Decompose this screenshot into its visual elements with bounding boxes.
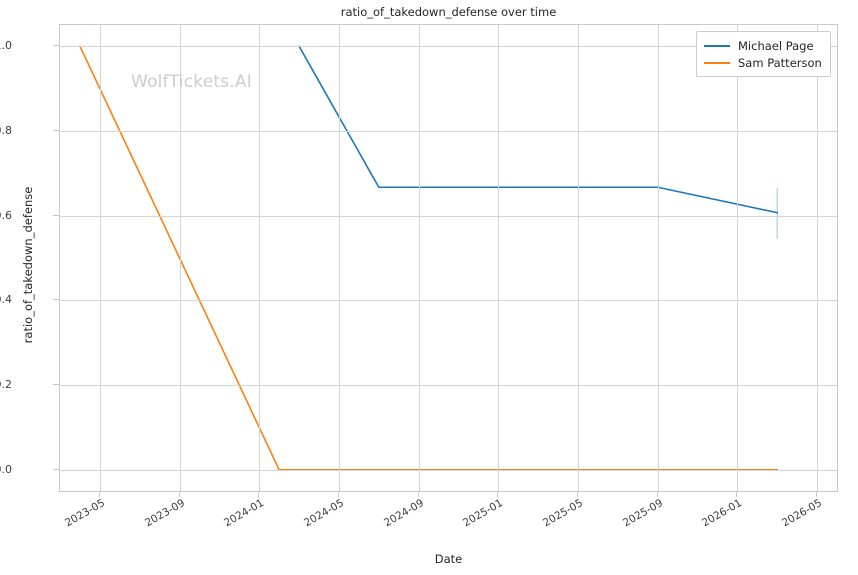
y-tick-mark — [53, 299, 59, 301]
x-tick-label: 2026-01 — [700, 497, 745, 530]
x-tick-mark — [577, 492, 578, 497]
legend-swatch-sam-patterson — [704, 61, 730, 64]
y-tick-label: 0.0 — [0, 462, 12, 476]
gridline-vertical — [180, 25, 181, 491]
gridline-horizontal — [60, 385, 837, 386]
gridline-vertical — [100, 25, 101, 491]
x-tick-mark — [338, 492, 339, 497]
x-tick-label: 2024-01 — [222, 497, 267, 530]
x-tick-mark — [816, 492, 817, 497]
x-tick-label: 2024-09 — [381, 497, 426, 530]
gridline-horizontal — [60, 131, 837, 132]
y-tick-mark — [53, 468, 59, 470]
x-tick-mark — [179, 492, 180, 497]
x-tick-label: 2023-05 — [62, 497, 107, 530]
x-tick-label: 2025-05 — [541, 497, 585, 530]
y-tick-mark — [53, 45, 59, 47]
y-tick-label: 0.6 — [0, 208, 12, 222]
gridline-vertical — [259, 25, 260, 491]
y-tick-mark — [53, 384, 59, 386]
y-tick-label: 1.0 — [0, 39, 12, 53]
gridline-vertical — [817, 25, 818, 491]
x-tick-label: 2023-09 — [142, 497, 187, 530]
x-tick-mark — [497, 492, 498, 497]
x-tick-label: 2024-05 — [301, 497, 346, 530]
y-tick-label: 0.8 — [0, 123, 12, 137]
legend-label-michael-page: Michael Page — [738, 38, 814, 53]
gridline-horizontal — [60, 46, 837, 47]
y-tick-label: 0.2 — [0, 378, 12, 392]
legend-label-sam-patterson: Sam Patterson — [738, 55, 822, 70]
chart-title: ratio_of_takedown_defense over time — [340, 5, 557, 19]
x-tick-label: 2025-01 — [461, 497, 506, 530]
x-tick-mark — [99, 492, 100, 497]
gridline-vertical — [658, 25, 659, 491]
y-tick-mark — [53, 214, 59, 216]
gridline-vertical — [419, 25, 420, 491]
gridline-vertical — [578, 25, 579, 491]
chart-legend[interactable]: Michael Page Sam Patterson — [696, 31, 831, 77]
y-axis-label: ratio_of_takedown_defense — [21, 186, 35, 344]
gridline-horizontal — [60, 216, 837, 217]
x-tick-label: 2026-05 — [780, 497, 825, 530]
legend-swatch-michael-page — [704, 44, 730, 47]
gridline-vertical — [498, 25, 499, 491]
x-tick-mark — [736, 492, 737, 497]
y-tick-mark — [53, 129, 59, 131]
x-tick-label: 2025-09 — [620, 497, 665, 530]
series-line-michael-page — [298, 45, 779, 214]
gridline-vertical — [339, 25, 340, 491]
plot-area: WolfTickets.AI — [59, 24, 838, 492]
gridline-horizontal — [60, 470, 837, 471]
series-line-sam-patterson — [79, 45, 779, 471]
x-tick-mark — [258, 492, 259, 497]
gridline-vertical — [737, 25, 738, 491]
legend-item-michael-page[interactable]: Michael Page — [704, 37, 822, 54]
gridline-horizontal — [60, 300, 837, 301]
series-lines — [79, 45, 779, 471]
x-tick-mark — [418, 492, 419, 497]
y-tick-label: 0.4 — [0, 293, 12, 307]
x-tick-mark — [657, 492, 658, 497]
x-axis-label: Date — [434, 552, 463, 566]
legend-item-sam-patterson[interactable]: Sam Patterson — [704, 54, 822, 71]
